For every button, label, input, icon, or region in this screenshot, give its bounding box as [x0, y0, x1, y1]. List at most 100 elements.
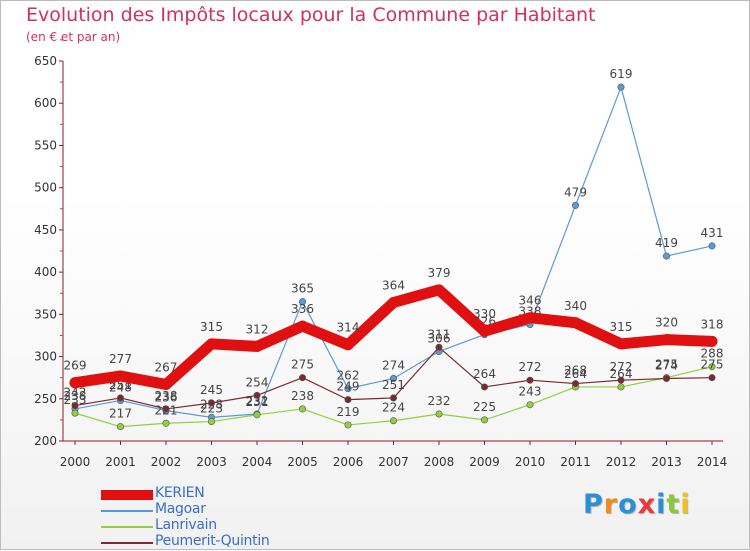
data-label-magoar: 479: [564, 185, 587, 199]
data-label-peumerit-quintin: 254: [246, 375, 269, 389]
data-label-lanrivain: 264: [564, 367, 587, 381]
data-point-magoar: [617, 83, 625, 91]
data-label-magoar: 248: [109, 380, 132, 394]
data-label-lanrivain: 243: [519, 385, 542, 399]
y-tick-label: 650: [34, 54, 57, 68]
logo-letter: r: [603, 489, 619, 520]
data-label-magoar: 619: [610, 67, 633, 81]
x-tick-label: 2014: [697, 455, 728, 469]
data-point-lanrivain: [117, 423, 125, 431]
x-tick-label: 2001: [105, 455, 136, 469]
data-point-peumerit-quintin: [708, 374, 716, 382]
data-point-kerien: [706, 335, 718, 347]
data-point-kerien: [206, 338, 217, 350]
series-line-magoar: [438, 334, 485, 353]
series-line-magoar: [574, 86, 622, 206]
data-label-lanrivain: 264: [610, 367, 633, 381]
data-label-kerien: 314: [337, 321, 360, 335]
data-point-kerien: [661, 334, 672, 346]
y-tick-label: 400: [34, 265, 57, 279]
data-label-peumerit-quintin: 268: [564, 364, 587, 378]
x-tick-label: 2004: [242, 455, 273, 469]
data-point-peumerit-quintin: [344, 396, 352, 404]
data-point-lanrivain: [480, 416, 488, 424]
y-tick-label: 500: [34, 181, 57, 195]
data-label-magoar: 274: [382, 359, 405, 373]
x-tick-label: 2002: [151, 455, 182, 469]
data-point-magoar: [708, 242, 716, 250]
data-label-peumerit-quintin: 275: [291, 358, 314, 372]
data-point-lanrivain: [208, 418, 216, 426]
data-label-kerien: 318: [701, 317, 724, 331]
logo-letter: i: [680, 489, 691, 520]
data-label-lanrivain: 225: [473, 400, 496, 414]
series-line-magoar: [347, 377, 394, 390]
data-label-peumerit-quintin: 275: [701, 358, 724, 372]
data-point-peumerit-quintin: [71, 402, 79, 410]
series-line-magoar: [165, 410, 212, 418]
y-tick-label: 350: [34, 307, 57, 321]
data-point-peumerit-quintin: [117, 394, 125, 402]
legend-item-lanrivain: Lanrivain: [101, 517, 361, 535]
data-point-magoar: [298, 298, 306, 306]
data-label-lanrivain: 232: [428, 394, 451, 408]
data-point-lanrivain: [298, 405, 306, 413]
chart-subtitle: (en € et par an): [26, 30, 121, 44]
x-tick-label: 2006: [333, 455, 364, 469]
legend-label: Lanrivain: [155, 517, 217, 533]
series-line-magoar: [529, 205, 577, 325]
data-label-magoar: 238: [64, 389, 87, 403]
data-point-peumerit-quintin: [298, 374, 306, 382]
legend: KERIEN Magoar Lanrivain Peumerit-Quintin: [101, 485, 361, 551]
data-label-lanrivain: 231: [246, 395, 269, 409]
data-point-peumerit-quintin: [389, 394, 397, 402]
data-label-peumerit-quintin: 264: [473, 367, 496, 381]
y-tick-label: 200: [34, 434, 57, 448]
data-label-magoar: 262: [337, 369, 360, 383]
data-label-kerien: 346: [519, 294, 542, 308]
data-label-kerien: 320: [655, 316, 678, 330]
data-point-kerien: [388, 297, 399, 309]
legend-swatch: [101, 542, 153, 544]
data-point-lanrivain: [344, 421, 352, 429]
data-point-kerien: [115, 370, 126, 382]
data-label-lanrivain: 219: [337, 405, 360, 419]
data-point-kerien: [297, 320, 308, 332]
data-point-kerien: [433, 284, 445, 296]
data-point-peumerit-quintin: [571, 380, 579, 388]
legend-label: Peumerit-Quintin: [155, 533, 270, 549]
data-label-lanrivain: 233: [64, 393, 87, 407]
legend-swatch: [101, 490, 153, 500]
data-label-kerien: 312: [246, 322, 269, 336]
x-tick-label: 2000: [60, 455, 91, 469]
x-tick-label: 2008: [424, 455, 455, 469]
x-tick-label: 2005: [287, 455, 318, 469]
data-point-magoar: [571, 201, 579, 209]
data-label-peumerit-quintin: 245: [200, 383, 223, 397]
data-label-lanrivain: 223: [200, 402, 223, 416]
data-point-peumerit-quintin: [662, 375, 670, 383]
legend-item-magoar: Magoar: [101, 501, 361, 519]
data-point-peumerit-quintin: [253, 391, 261, 399]
series-line-magoar: [211, 413, 258, 418]
data-label-peumerit-quintin: 242: [64, 386, 87, 400]
data-point-lanrivain: [708, 363, 716, 371]
proxiti-logo: Proxiti: [583, 489, 691, 520]
x-tick-label: 2012: [606, 455, 637, 469]
data-label-magoar: 365: [291, 282, 314, 296]
data-point-peumerit-quintin: [162, 405, 170, 413]
data-label-peumerit-quintin: 251: [382, 378, 405, 392]
data-point-magoar: [344, 385, 352, 393]
logo-letter: i: [656, 489, 667, 520]
data-point-kerien: [615, 338, 627, 350]
data-label-magoar: 236: [155, 391, 178, 405]
x-tick-label: 2003: [196, 455, 227, 469]
data-point-kerien: [342, 339, 354, 351]
data-point-peumerit-quintin: [208, 399, 216, 407]
chart-title: Evolution des Impôts locaux pour la Comm…: [26, 4, 596, 26]
data-point-lanrivain: [389, 417, 397, 425]
x-tick-label: 2011: [560, 455, 591, 469]
data-label-kerien: 379: [428, 266, 451, 280]
